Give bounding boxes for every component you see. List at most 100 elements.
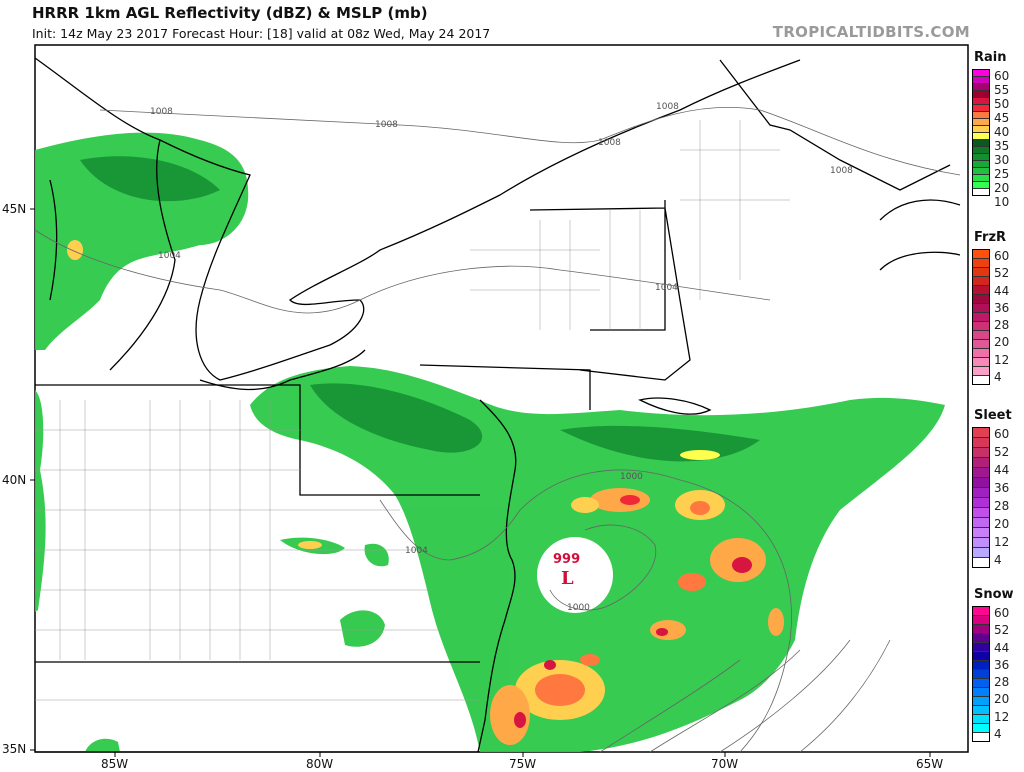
legend-swatch [973, 250, 989, 259]
legend-label: 44 [994, 640, 1010, 655]
legend-swatch [973, 268, 989, 277]
legend-swatch [973, 478, 989, 488]
legend-swatch [973, 634, 989, 643]
legend-swatches [972, 69, 990, 196]
legend-swatch [973, 661, 989, 670]
legend-swatch [973, 349, 989, 358]
legend-swatch [973, 652, 989, 661]
legend-label: 12 [994, 535, 1010, 549]
legend-swatch [973, 119, 989, 126]
legend-swatch [973, 277, 989, 286]
legend-swatch [973, 126, 989, 133]
legend-swatch [973, 376, 989, 384]
legend-label: 55 [994, 83, 1010, 97]
legend-label: 28 [994, 499, 1010, 513]
legend-label: 36 [994, 657, 1010, 672]
legend-label: 40 [994, 125, 1010, 139]
legend-swatch [973, 304, 989, 313]
legend-label: 50 [994, 97, 1010, 111]
legend-label: 25 [994, 167, 1010, 181]
legend-swatch [973, 518, 989, 528]
legend-swatch [973, 607, 989, 616]
legend-swatches [972, 427, 990, 568]
county-lines [35, 120, 790, 701]
legend-swatch [973, 84, 989, 91]
lat-label: 45N [2, 202, 27, 216]
legend-swatch [973, 706, 989, 715]
legend-swatch [973, 733, 989, 741]
legend-swatch [973, 133, 989, 140]
legend-title: Rain [974, 50, 1007, 65]
legend-labels: 60 52 44 36 28 20 12 4 [994, 249, 1009, 384]
legend-label: 20 [994, 335, 1010, 350]
lon-label: 85W [101, 757, 129, 771]
legend-title: Sleet [974, 408, 1012, 423]
legend-swatch [973, 679, 989, 688]
legend-title: FrzR [974, 230, 1007, 245]
lat-label: 40N [2, 473, 27, 487]
precip-heavy-cells [67, 240, 784, 745]
legend-labels: 60 55 50 45 40 35 30 25 20 10 [994, 69, 1010, 209]
legend-label: 20 [994, 692, 1010, 707]
legend-swatch [973, 428, 989, 438]
legend-swatch [973, 91, 989, 98]
legend-label: 44 [994, 283, 1010, 298]
legend-swatch [973, 77, 989, 84]
legend-swatch [973, 438, 989, 448]
legend-swatch [973, 643, 989, 652]
isobar-label: 1004 [158, 251, 181, 261]
legend-label: 36 [994, 481, 1010, 495]
legend-swatch [973, 140, 989, 147]
isobar-label: 1008 [375, 120, 398, 130]
legend-label: 36 [994, 300, 1010, 315]
legend-swatch [973, 168, 989, 175]
legend-label: 35 [994, 139, 1010, 153]
legend-label: 20 [994, 181, 1010, 195]
legend-swatch [973, 189, 989, 195]
legend-label: 28 [994, 675, 1010, 690]
low-pressure-symbol: L [561, 568, 574, 589]
legend-swatch [973, 182, 989, 189]
low-center-clear-area [537, 537, 613, 613]
legend-labels: 60 52 44 36 28 20 12 4 [994, 606, 1009, 741]
isobar-label: 1000 [567, 603, 590, 613]
legend-label: 45 [994, 111, 1010, 125]
legend-swatch [973, 70, 989, 77]
legend-swatch [973, 616, 989, 625]
legend-swatch [973, 98, 989, 105]
legend-swatches [972, 606, 990, 742]
legend-swatch [973, 558, 989, 567]
legend-swatch [973, 670, 989, 679]
map-title: HRRR 1km AGL Reflectivity (dBZ) & MSLP (… [32, 4, 428, 22]
lon-label: 65W [916, 757, 944, 771]
lon-label: 70W [711, 757, 739, 771]
legend-freezing-rain: FrzR 60 52 44 36 28 20 12 4 [972, 230, 1024, 385]
legend-swatch [973, 322, 989, 331]
legend-swatch [973, 508, 989, 518]
legend-swatch [973, 625, 989, 634]
legend-label: 52 [994, 266, 1010, 281]
legend-swatch [973, 488, 989, 498]
legend-label: 60 [994, 606, 1010, 620]
legend-label: 60 [994, 69, 1010, 83]
lon-label: 75W [509, 757, 537, 771]
isobar-labels: 1008 1008 1008 1008 1008 1004 1004 1004 … [150, 102, 853, 613]
legend-snow: Snow 60 52 44 36 28 20 12 4 [972, 587, 1024, 742]
legend-label: 30 [994, 153, 1010, 167]
legend-label: 12 [994, 352, 1010, 367]
axis-ticks [30, 208, 931, 757]
legend-swatch [973, 468, 989, 478]
legend-swatch [973, 340, 989, 349]
isobar-label: 1000 [620, 472, 643, 482]
map-subtitle: Init: 14z May 23 2017 Forecast Hour: [18… [32, 26, 491, 41]
legend-swatch [973, 367, 989, 376]
legend-swatch [973, 286, 989, 295]
legend-label: 28 [994, 318, 1010, 333]
legend-labels: 60 52 44 36 28 20 12 4 [994, 427, 1009, 567]
legend-label: 10 [994, 195, 1010, 209]
isobar-label: 1008 [656, 102, 679, 112]
legend-swatch [973, 448, 989, 458]
legend-swatch [973, 175, 989, 182]
lon-label: 80W [306, 757, 334, 771]
